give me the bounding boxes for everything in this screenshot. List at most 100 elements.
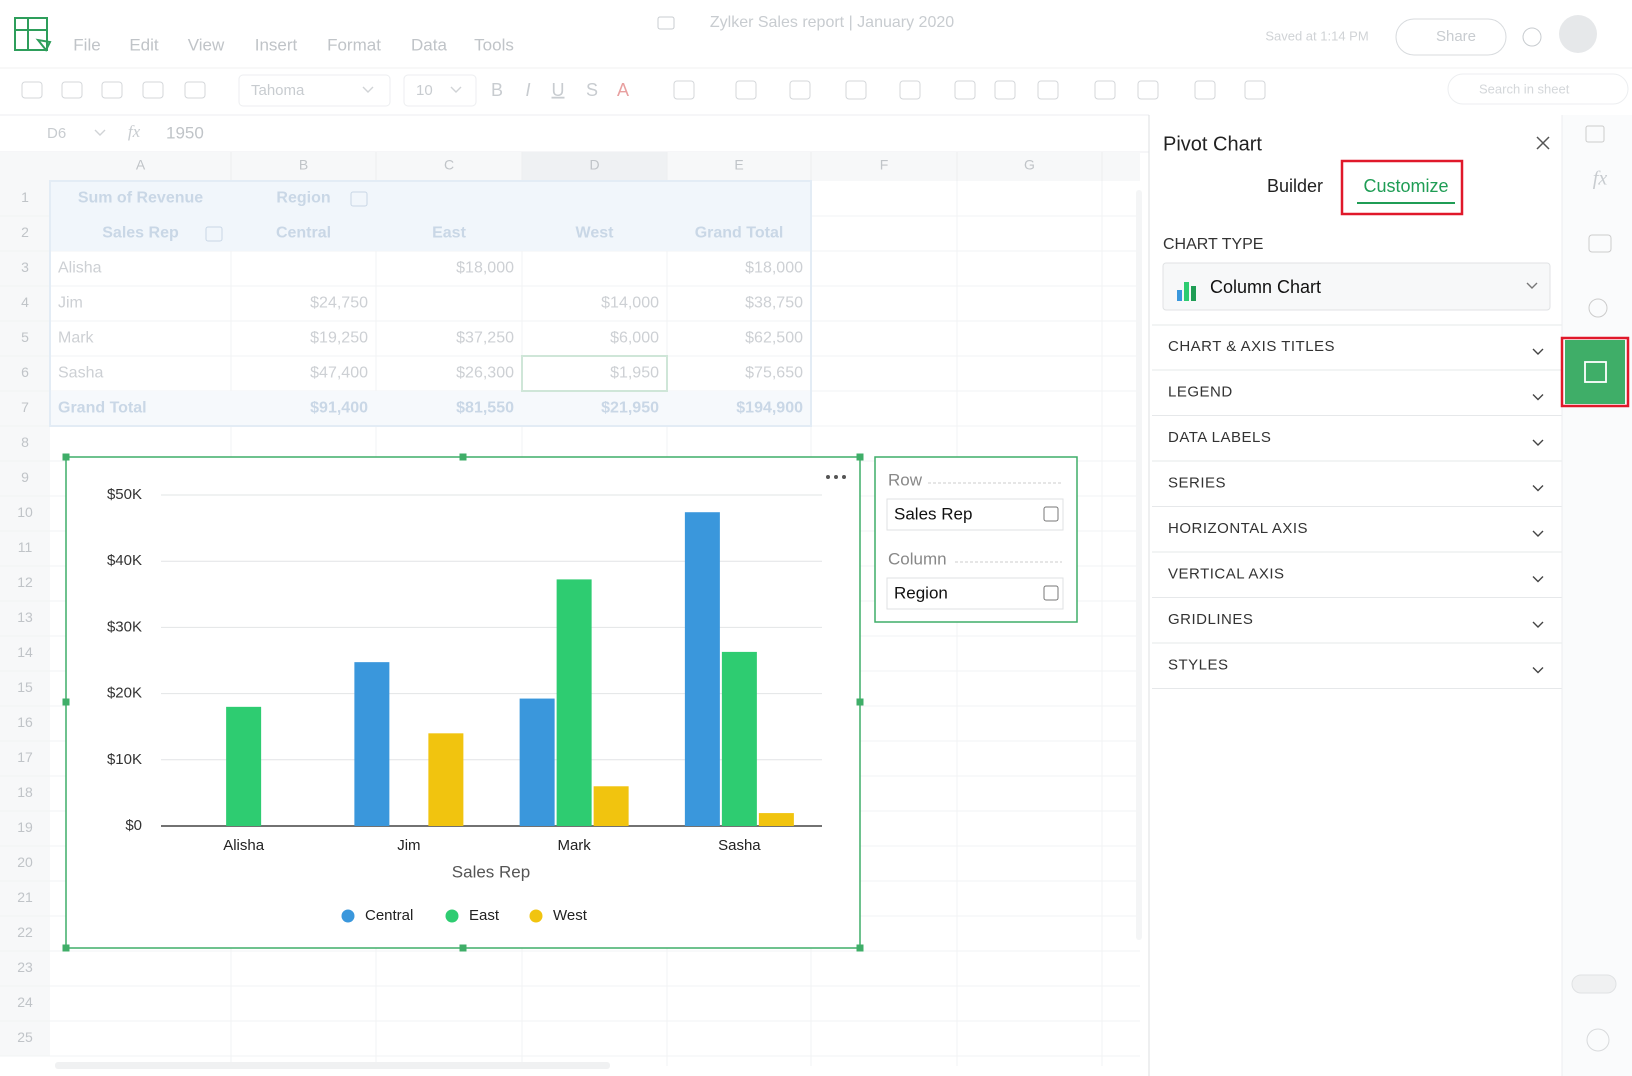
row-header[interactable]: 6: [21, 364, 29, 380]
format-button[interactable]: S: [586, 80, 598, 100]
toolbar-icon[interactable]: [845, 80, 867, 100]
pivot-cell[interactable]: $91,400: [310, 400, 368, 417]
menu-item[interactable]: Data: [411, 35, 447, 54]
strip-icon[interactable]: [1588, 234, 1612, 253]
filter-icon[interactable]: [350, 191, 368, 207]
row-header[interactable]: 12: [17, 574, 33, 590]
resize-handle[interactable]: [856, 698, 864, 706]
field-value[interactable]: Sales Rep: [894, 504, 972, 523]
pivot-cell[interactable]: $14,000: [601, 295, 659, 312]
pivot-cell[interactable]: $26,300: [456, 365, 514, 382]
panel-section[interactable]: LEGEND: [1168, 383, 1233, 400]
toolbar-icon[interactable]: [789, 80, 811, 100]
row-header[interactable]: 9: [21, 469, 29, 485]
pivot-cell[interactable]: $194,900: [736, 400, 803, 417]
row-header[interactable]: 20: [17, 854, 33, 870]
column-header[interactable]: A: [136, 157, 146, 173]
toolbar-icon[interactable]: [994, 80, 1016, 100]
menu-item[interactable]: File: [73, 35, 100, 54]
toolbar-icon[interactable]: [954, 80, 976, 100]
row-header[interactable]: 10: [17, 504, 33, 520]
panel-section[interactable]: HORIZONTAL AXIS: [1168, 520, 1308, 537]
bar[interactable]: [684, 512, 720, 826]
bar[interactable]: [721, 651, 757, 826]
pivot-cell[interactable]: $18,000: [456, 260, 514, 277]
pivot-cell[interactable]: $81,550: [456, 400, 514, 417]
chart-type-select[interactable]: [1162, 262, 1551, 311]
h-scrollbar[interactable]: [55, 1062, 610, 1069]
pivot-cell[interactable]: $21,950: [601, 400, 659, 417]
strip-icon[interactable]: [1585, 125, 1605, 143]
panel-section[interactable]: SERIES: [1168, 474, 1226, 491]
pivot-cell[interactable]: $1,950: [610, 365, 659, 382]
font-size-select[interactable]: [403, 74, 477, 107]
pivot-cell[interactable]: Sasha: [58, 365, 103, 382]
panel-section[interactable]: DATA LABELS: [1168, 429, 1271, 446]
pivot-cell[interactable]: $18,000: [745, 260, 803, 277]
format-button[interactable]: U: [552, 80, 565, 100]
sort-icon[interactable]: [1043, 585, 1059, 601]
column-header[interactable]: E: [734, 157, 743, 173]
eraser-icon[interactable]: [184, 81, 206, 99]
pivot-cell[interactable]: Region: [276, 190, 330, 207]
legend-label[interactable]: Central: [365, 907, 413, 924]
pivot-cell[interactable]: $75,650: [745, 365, 803, 382]
toggle[interactable]: [1571, 974, 1617, 994]
pivot-cell[interactable]: Alisha: [58, 260, 102, 277]
row-header[interactable]: 17: [17, 749, 33, 765]
legend-marker[interactable]: [529, 909, 543, 923]
chart-menu-dot[interactable]: [834, 475, 838, 479]
pivot-cell[interactable]: West: [576, 225, 615, 242]
row-header[interactable]: 1: [21, 189, 29, 205]
panel-tab[interactable]: Builder: [1267, 176, 1323, 196]
toolbar-icon[interactable]: [899, 80, 921, 100]
pivot-cell[interactable]: $37,250: [456, 330, 514, 347]
pivot-cell[interactable]: $19,250: [310, 330, 368, 347]
row-header[interactable]: 15: [17, 679, 33, 695]
font-select[interactable]: [238, 74, 391, 107]
legend-label[interactable]: East: [469, 907, 500, 924]
filter-icon[interactable]: [205, 226, 223, 242]
pivot-cell[interactable]: $6,000: [610, 330, 659, 347]
panel-section[interactable]: CHART & AXIS TITLES: [1168, 338, 1335, 355]
field-box[interactable]: [886, 498, 1064, 531]
column-header[interactable]: C: [444, 157, 454, 173]
menu-item[interactable]: Insert: [255, 35, 298, 54]
toolbar-icon[interactable]: [735, 80, 757, 100]
toolbar-icon[interactable]: [1094, 80, 1116, 100]
panel-tab[interactable]: Customize: [1363, 176, 1448, 196]
row-header[interactable]: 25: [17, 1029, 33, 1045]
panel-section[interactable]: GRIDLINES: [1168, 611, 1253, 628]
row-header[interactable]: 24: [17, 994, 33, 1010]
row-header[interactable]: 14: [17, 644, 33, 660]
printer-icon[interactable]: [21, 81, 43, 99]
pivot-cell[interactable]: $38,750: [745, 295, 803, 312]
pivot-cell[interactable]: Grand Total: [58, 400, 147, 417]
bar[interactable]: [556, 579, 592, 826]
field-box[interactable]: [886, 577, 1064, 610]
resize-handle[interactable]: [856, 944, 864, 952]
pivot-cell[interactable]: Central: [276, 225, 331, 242]
sort-icon[interactable]: [1043, 506, 1059, 522]
column-header[interactable]: D: [589, 157, 599, 173]
legend-marker[interactable]: [341, 909, 355, 923]
pivot-cell[interactable]: Mark: [58, 330, 95, 347]
chart-type-value[interactable]: Column Chart: [1210, 277, 1321, 297]
format-button[interactable]: B: [491, 80, 503, 100]
bar[interactable]: [758, 813, 794, 826]
column-header[interactable]: B: [299, 157, 308, 173]
toolbar-icon[interactable]: [1037, 80, 1059, 100]
close-icon[interactable]: [1536, 136, 1550, 150]
toolbar-icon[interactable]: [1137, 80, 1159, 100]
v-scrollbar[interactable]: [1136, 190, 1142, 940]
panel-section[interactable]: STYLES: [1168, 656, 1229, 673]
resize-handle[interactable]: [856, 453, 864, 461]
menu-item[interactable]: Format: [327, 35, 381, 54]
row-header[interactable]: 22: [17, 924, 33, 940]
row-header[interactable]: 19: [17, 819, 33, 835]
legend-marker[interactable]: [445, 909, 459, 923]
pivot-chart-button[interactable]: [1565, 340, 1625, 404]
cell-reference[interactable]: D6: [47, 125, 66, 142]
format-painter-icon[interactable]: [142, 81, 164, 99]
undo-icon[interactable]: [61, 81, 83, 99]
